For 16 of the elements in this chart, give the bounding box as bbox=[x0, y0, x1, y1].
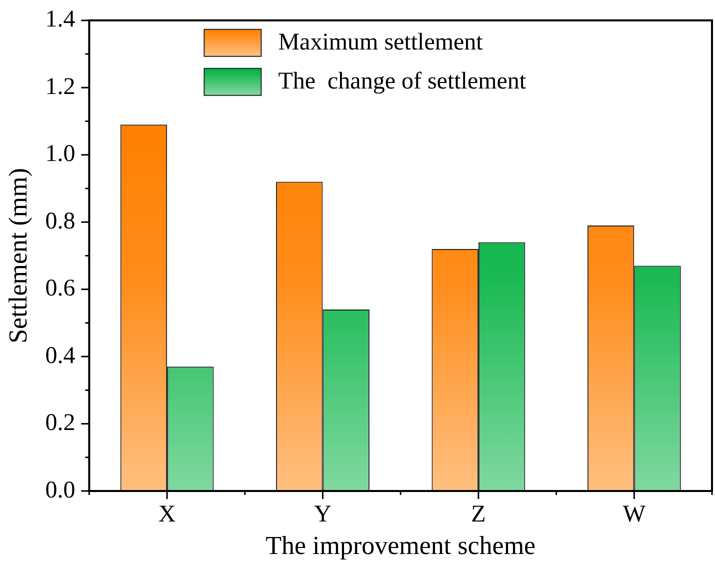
y-tick-label: 1.2 bbox=[45, 74, 76, 100]
x-axis-title: The improvement scheme bbox=[266, 531, 536, 560]
x-tick-label: Y bbox=[314, 502, 332, 528]
legend-label: The change of settlement bbox=[278, 68, 526, 95]
y-tick-label: 1.0 bbox=[45, 141, 76, 168]
x-tick-label: Z bbox=[471, 502, 486, 528]
y-axis-title: Settlement (mm) bbox=[3, 168, 32, 344]
y-tick-label: 0.6 bbox=[45, 276, 76, 302]
x-tick-label: X bbox=[158, 502, 176, 528]
y-tick-label: 0.4 bbox=[45, 342, 76, 369]
y-tick-label: 0.8 bbox=[45, 208, 76, 234]
y-tick-label: 0.0 bbox=[45, 477, 76, 504]
legend-label: Maximum settlement bbox=[278, 30, 484, 56]
y-tick-label: 0.2 bbox=[45, 410, 76, 436]
x-tick-label: W bbox=[622, 502, 646, 528]
y-tick-label: 1.4 bbox=[45, 6, 76, 33]
